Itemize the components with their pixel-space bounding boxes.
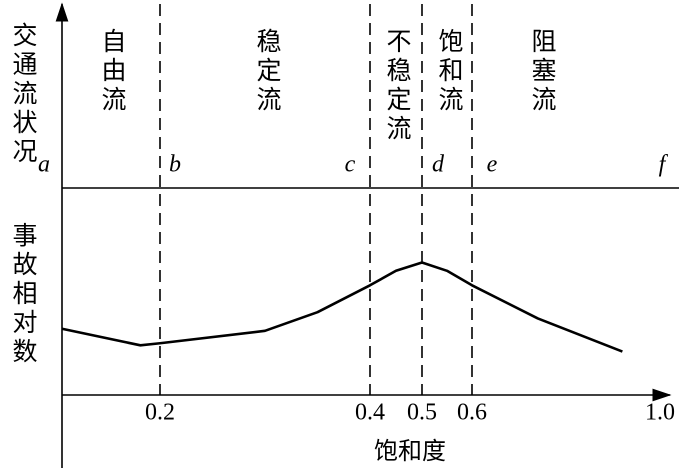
x-tick-label: 0.5 (407, 400, 437, 426)
point-label: b (169, 152, 181, 178)
y-label-bottom: 事故相对数 (9, 222, 38, 367)
point-label: f (659, 152, 669, 178)
region-label: 阻塞流 (528, 28, 557, 115)
y-label-top: 交通流状况 (9, 22, 38, 167)
x-tick-label: 1.0 (645, 400, 675, 426)
point-label: e (487, 152, 498, 178)
region-label: 自由流 (98, 28, 127, 115)
point-label: a (38, 152, 50, 178)
x-tick-label: 0.4 (355, 400, 385, 426)
region-label: 稳定流 (253, 28, 282, 115)
region-label: 不稳定流 (383, 28, 412, 144)
region-label: 饱和流 (435, 28, 464, 115)
x-tick-label: 0.6 (457, 400, 487, 426)
point-label: d (432, 152, 445, 178)
x-tick-label: 0.2 (145, 400, 175, 426)
point-label: c (345, 152, 356, 178)
curve (61, 261, 623, 353)
x-label: 饱和度 (374, 437, 446, 465)
